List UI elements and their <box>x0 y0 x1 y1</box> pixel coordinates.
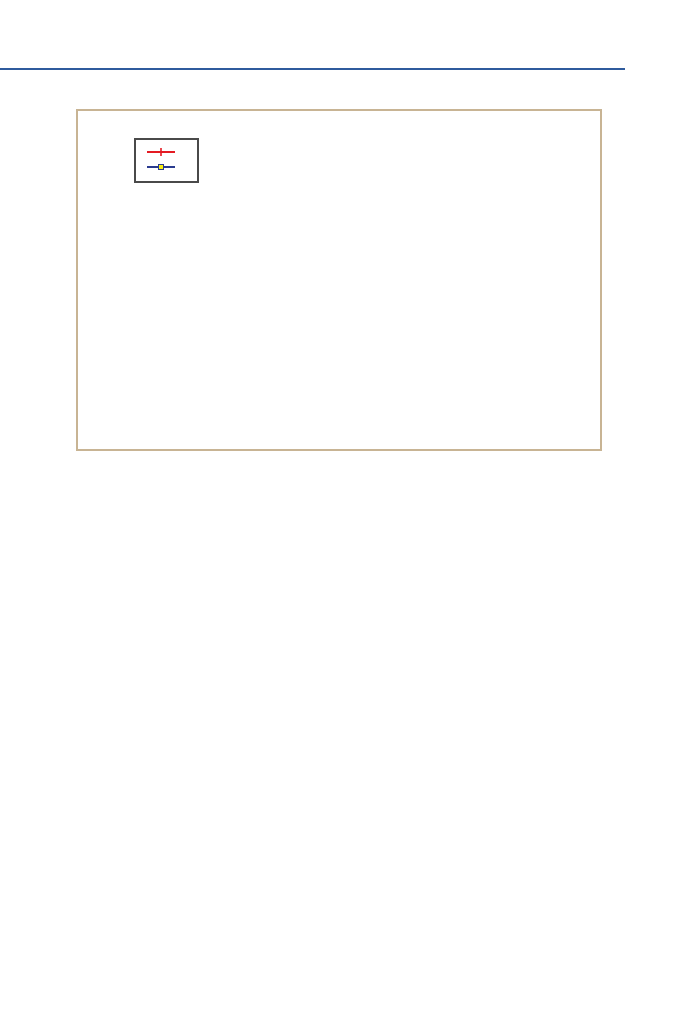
crack-spread-chart-svg <box>78 111 378 261</box>
legend-item-ny-321 <box>146 146 183 158</box>
red-plus-line-marker <box>147 148 175 156</box>
header-rule <box>0 68 625 70</box>
running-header <box>606 45 622 60</box>
page-content <box>75 86 607 488</box>
chart-legend <box>134 138 199 183</box>
blue-square-line-marker <box>147 164 175 170</box>
crack-spread-chart <box>76 109 602 451</box>
legend-item-nwe-6231 <box>146 161 183 173</box>
figure-12-6 <box>76 109 607 451</box>
